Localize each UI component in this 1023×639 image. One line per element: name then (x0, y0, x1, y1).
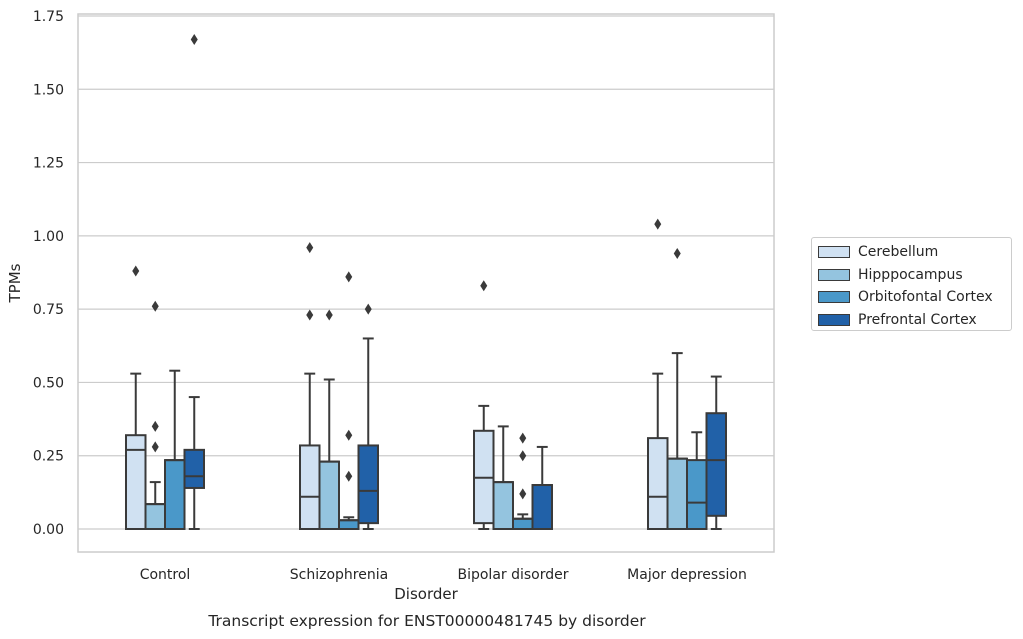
outlier-point (480, 280, 488, 292)
x-tick-label: Control (140, 567, 191, 583)
box-iqr (512, 517, 534, 530)
x-tick-label: Major depression (627, 567, 747, 583)
box-orbitofontal-cortex-bipolar-disorder (512, 432, 534, 530)
legend-label: Orbitofontal Cortex (858, 289, 993, 306)
outlier-point (345, 470, 353, 482)
x-tick-label: Bipolar disorder (457, 567, 568, 583)
y-tick-label: 1.00 (33, 229, 64, 245)
outlier-point (190, 33, 198, 45)
y-tick-label: 0.75 (33, 302, 64, 318)
legend-swatch (818, 291, 850, 304)
box-orbitofontal-cortex-schizophrenia (338, 271, 360, 530)
x-axis-ticks: Control Schizophrenia Bipolar disorder Majo… (140, 567, 747, 583)
box-iqr (686, 459, 708, 530)
box-iqr (299, 444, 321, 530)
outlier-point (345, 271, 353, 283)
plot-frame (77, 13, 775, 553)
outlier-point (306, 309, 314, 321)
outlier-point (151, 300, 159, 312)
box-iqr (357, 444, 379, 525)
y-tick-label: 1.50 (33, 82, 64, 98)
y-tick-label: 1.75 (33, 9, 64, 25)
box-cerebellum-schizophrenia (299, 242, 321, 530)
y-axis-ticks: 0.00 0.25 0.50 0.75 1.00 1.25 1.50 1.75 (33, 9, 64, 538)
legend-item: Orbitofontal Cortex (818, 286, 1005, 309)
x-axis-label: Disorder (394, 585, 458, 603)
box-iqr (666, 457, 688, 531)
box-cerebellum-major-depression (647, 218, 669, 530)
box-cerebellum-bipolar-disorder (473, 280, 495, 530)
y-axis-label: TPMs (6, 263, 24, 303)
outlier-point (151, 441, 159, 453)
box-prefrontal-cortex-major-depression (705, 375, 727, 530)
legend-label: Hipppocampus (858, 266, 963, 283)
legend-swatch (818, 246, 850, 259)
box-cerebellum-control (125, 265, 147, 530)
outlier-point (519, 488, 527, 500)
gridlines (78, 15, 774, 530)
box-iqr (647, 437, 669, 530)
box-iqr (183, 448, 205, 489)
chart-legend: Cerebellum Hipppocampus Orbitofontal Corte… (811, 237, 1012, 331)
outlier-point (151, 420, 159, 432)
outlier-point (673, 247, 681, 259)
outlier-point (519, 432, 527, 444)
outlier-point (306, 242, 314, 254)
legend-item: Hipppocampus (818, 264, 1005, 287)
box-hipppocampus-control (144, 300, 166, 530)
outlier-point (132, 265, 140, 277)
box-prefrontal-cortex-schizophrenia (357, 303, 379, 530)
outlier-point (364, 303, 372, 315)
box-iqr (531, 484, 553, 530)
y-tick-label: 0.25 (33, 449, 64, 465)
box-iqr (164, 459, 186, 530)
box-hipppocampus-bipolar-disorder (492, 425, 514, 530)
legend-item: Cerebellum (818, 241, 1005, 264)
y-tick-label: 1.25 (33, 156, 64, 172)
outlier-point (325, 309, 333, 321)
legend-swatch (818, 313, 850, 326)
outlier-point (519, 450, 527, 462)
box-iqr (338, 519, 360, 530)
box-iqr (318, 460, 340, 531)
chart-title: Transcript expression for ENST0000048174… (207, 612, 646, 630)
legend-swatch (818, 268, 850, 281)
legend-item: Prefrontal Cortex (818, 309, 1005, 332)
box-iqr (492, 481, 514, 530)
y-tick-label: 0.50 (33, 375, 64, 391)
outlier-point (654, 218, 662, 230)
box-prefrontal-cortex-control (183, 33, 205, 530)
legend-label: Cerebellum (858, 244, 939, 261)
box-iqr (705, 412, 727, 517)
box-hipppocampus-schizophrenia (318, 309, 340, 531)
y-tick-label: 0.00 (33, 522, 64, 538)
box-hipppocampus-major-depression (666, 247, 688, 531)
box-orbitofontal-cortex-control (164, 369, 186, 530)
x-tick-label: Schizophrenia (290, 567, 388, 583)
outlier-point (345, 429, 353, 441)
box-prefrontal-cortex-bipolar-disorder (531, 445, 553, 530)
box-orbitofontal-cortex-major-depression (686, 431, 708, 530)
boxes (125, 33, 727, 531)
box-iqr (144, 503, 166, 530)
legend-label: Prefrontal Cortex (858, 311, 977, 328)
box-iqr (125, 434, 147, 530)
